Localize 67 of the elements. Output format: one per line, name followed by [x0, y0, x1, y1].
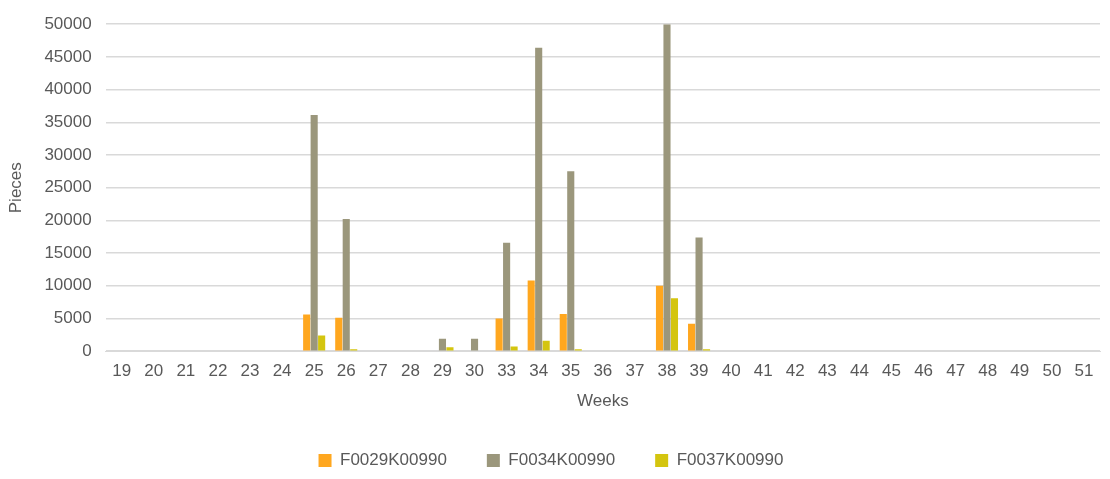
y-tick-label: 35000 [44, 111, 92, 131]
bar [695, 237, 703, 351]
legend-label: F0029K00990 [340, 450, 447, 470]
x-tick-label: 46 [914, 361, 934, 381]
x-tick-label: 33 [497, 361, 517, 381]
y-tick-label: 45000 [44, 46, 92, 66]
bar [303, 314, 311, 351]
bar [438, 338, 447, 351]
x-tick-label: 23 [240, 361, 260, 381]
x-tick-label: 49 [1010, 361, 1030, 381]
x-tick-label: 50 [1042, 361, 1062, 381]
y-tick-label: 5000 [53, 308, 92, 328]
x-tick-label: 24 [272, 361, 292, 381]
bar [535, 47, 543, 351]
bar [342, 219, 350, 351]
x-tick-label: 36 [593, 361, 613, 381]
y-tick-label: 40000 [44, 79, 92, 99]
bar [542, 340, 550, 351]
bar [670, 298, 679, 351]
x-tick-label: 38 [657, 361, 677, 381]
y-tick-label: 20000 [44, 210, 92, 230]
bar [663, 24, 671, 351]
x-tick-label: 34 [529, 361, 549, 381]
bar [527, 280, 535, 351]
x-tick-label: 19 [112, 361, 132, 381]
x-tick-label: 28 [400, 361, 420, 381]
x-tick-label: 35 [561, 361, 581, 381]
x-tick-label: 40 [721, 361, 741, 381]
y-tick-label: 0 [82, 340, 92, 360]
x-axis-title: Weeks [577, 391, 629, 411]
y-axis-title: Pieces [5, 162, 25, 214]
bar [503, 242, 511, 351]
bar [495, 318, 503, 351]
y-tick-label: 10000 [44, 275, 92, 295]
y-tick-label: 15000 [44, 242, 92, 262]
x-tick-label: 48 [978, 361, 998, 381]
x-tick-label: 44 [849, 361, 869, 381]
legend-label: F0034K00990 [508, 450, 616, 470]
x-tick-label: 29 [433, 361, 452, 381]
x-tick-label: 27 [368, 361, 388, 381]
y-tick-label: 50000 [44, 13, 92, 33]
bar [310, 115, 318, 351]
bar [655, 285, 664, 351]
bar [567, 171, 575, 351]
x-tick-label: 39 [689, 361, 709, 381]
bar [470, 338, 479, 351]
x-tick-label: 51 [1074, 361, 1094, 381]
x-tick-label: 30 [465, 361, 484, 381]
bar [318, 335, 326, 351]
x-tick-label: 43 [817, 361, 837, 381]
x-tick-label: 26 [336, 361, 356, 381]
legend-label: F0037K00990 [676, 450, 784, 470]
x-tick-label: 21 [176, 361, 196, 381]
x-tick-label: 37 [625, 361, 645, 381]
bar [335, 317, 343, 351]
bar [559, 313, 567, 351]
x-tick-label: 41 [753, 361, 773, 381]
x-tick-label: 20 [144, 361, 164, 381]
x-tick-label: 25 [304, 361, 324, 381]
x-tick-label: 45 [882, 361, 901, 381]
x-tick-label: 47 [946, 361, 966, 381]
bar [688, 323, 696, 351]
y-tick-label: 25000 [44, 177, 92, 197]
y-tick-label: 30000 [44, 144, 92, 164]
bar [446, 347, 454, 351]
x-tick-label: 22 [208, 361, 228, 381]
x-tick-label: 42 [785, 361, 805, 381]
